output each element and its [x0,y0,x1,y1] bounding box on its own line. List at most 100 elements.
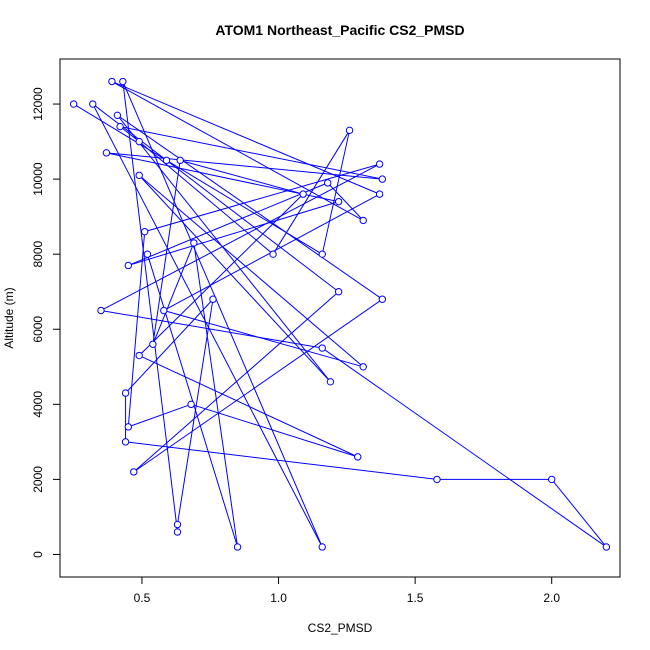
x-tick-label: 2.0 [543,591,560,605]
data-point [108,77,116,86]
series-segment [119,126,383,180]
data-point [378,295,387,303]
data-point [97,306,105,315]
series-segment [122,81,323,548]
series-segment [190,403,358,458]
data-point [345,126,354,135]
series-segment [193,242,239,548]
data-point [359,216,367,225]
data-point [69,100,78,108]
series-segment [128,201,339,266]
data-point [124,261,132,270]
series-segment [327,182,364,221]
series-segment [138,141,274,255]
data-point [318,250,326,258]
y-tick-label: 6000 [31,316,45,343]
data-point [173,528,182,536]
series-segment [106,152,383,180]
data-point [173,520,182,529]
series-segment [133,298,383,473]
series-segment [321,347,607,548]
data-point [318,543,326,551]
x-tick-label: 0.5 [134,591,151,605]
y-axis-label: Altitude (m) [2,287,16,348]
data-point [375,160,384,168]
data-point [233,543,242,551]
series-segment [176,299,214,525]
y-tick-label: 4000 [31,391,45,418]
data-point [354,453,362,461]
series-segment [111,81,380,195]
x-axis-label: CS2_PMSD [308,621,373,635]
data-point [160,306,168,315]
data-point [375,190,384,198]
series-segment [111,81,364,221]
series-segment [127,231,146,427]
series-segment [122,81,178,533]
data-point [116,122,124,131]
data-point [209,295,217,303]
series-segment [163,310,364,368]
series-segment [139,355,358,458]
series-segment [180,159,304,195]
data-point [89,100,97,108]
data-point [124,423,132,431]
y-tick-label: 10000 [31,162,45,196]
data-point [135,137,143,146]
data-point [269,250,277,258]
data-point [119,77,127,86]
series-segment [116,114,331,383]
data-point [135,351,143,360]
data-point [130,468,138,476]
y-tick-label: 8000 [31,241,45,268]
data-point [187,400,195,409]
data-point [140,227,149,236]
data-point [602,543,611,551]
data-point [334,197,343,206]
data-point [324,179,332,187]
series-segment [128,403,192,428]
data-point [121,438,130,446]
series-segment [92,103,339,293]
data-point [102,149,111,157]
data-point [162,156,171,165]
series-segment [144,163,380,233]
series-segment [152,242,195,345]
data-point [299,190,307,198]
series-segment [100,163,380,311]
y-tick-label: 2000 [31,466,45,493]
data-point [121,389,130,397]
series-segment [125,441,438,480]
y-axis: 0 2000 4000 6000 8000 10000 12000 [31,87,61,558]
x-axis: 0.5 1.0 1.5 2.0 [134,576,560,605]
series-altitude-profile [69,77,611,551]
series-segment [138,193,304,356]
x-tick-label: 1.0 [270,591,287,605]
x-tick-label: 1.5 [407,591,424,605]
data-point [113,111,122,120]
data-point [359,363,367,371]
data-point [378,175,387,183]
series-segment [152,160,181,345]
data-point [176,156,184,165]
series-segment [92,103,323,548]
y-tick-label: 0 [31,551,45,558]
series-segment [117,114,383,300]
series-segment [551,479,607,548]
series-segment [128,182,328,266]
data-point [433,475,441,484]
data-point [135,171,143,180]
data-point [318,344,326,352]
data-point [334,288,343,296]
chart-title: ATOM1 Northeast_Pacific CS2_PMSD [215,22,464,38]
y-tick-label: 12000 [31,87,45,121]
data-point [190,239,198,247]
series-segment [146,254,239,548]
data-point [326,378,335,386]
data-point [143,250,152,258]
data-point [149,340,157,348]
series-segment [138,175,331,383]
series-segment [125,298,214,394]
data-point [548,475,556,484]
